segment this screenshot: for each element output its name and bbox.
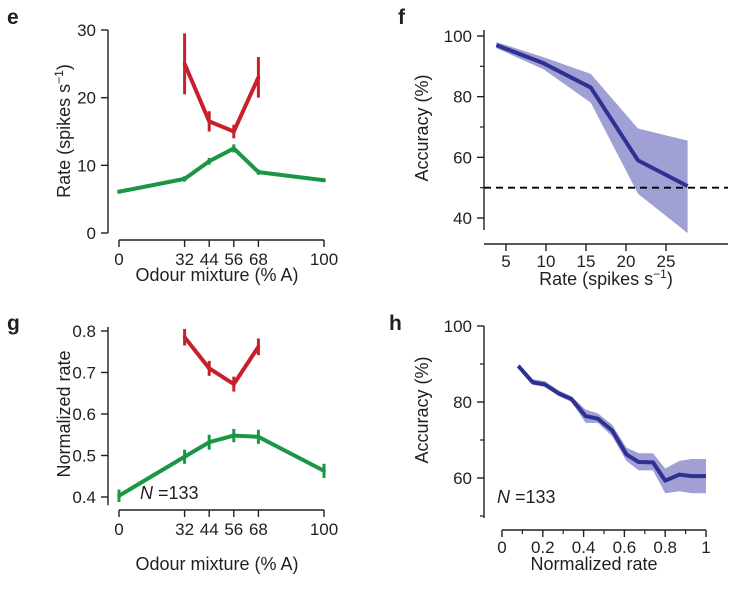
- x-tick-label: 32: [175, 250, 194, 269]
- y-tick-label: 60: [453, 148, 472, 167]
- x-tick-label: 0: [497, 538, 506, 557]
- panel-h-chart: 60 80 100 0 0.2 0.4 0.6 0.8 1 Normalized rate Accu…: [412, 317, 711, 574]
- x-tick-label: 44: [200, 250, 219, 269]
- data-point: [117, 189, 121, 194]
- x-tick-label: 1: [701, 538, 710, 557]
- y-tick-label: 30: [77, 21, 96, 40]
- x-tick-label: 0: [114, 520, 123, 539]
- x-axis-label: Odour mixture (% A): [135, 265, 298, 285]
- x-tick-label: 15: [577, 252, 596, 271]
- x-tick-label: 20: [617, 252, 636, 271]
- data-point: [207, 119, 211, 124]
- y-tick-label: 20: [77, 89, 96, 108]
- x-tick-label: 68: [249, 520, 268, 539]
- x-tick-label: 0.4: [572, 538, 596, 557]
- y-tick-label: 0.8: [72, 322, 96, 341]
- series-line-0: [182, 63, 261, 134]
- y-tick-label: 100: [444, 317, 472, 336]
- data-point: [207, 366, 211, 371]
- y-tick-label: 100: [444, 27, 472, 46]
- y-axis-label: Normalized rate: [54, 350, 74, 477]
- n-annotation: N =133: [140, 483, 199, 503]
- data-point: [232, 382, 236, 386]
- x-tick-label: 100: [310, 250, 338, 269]
- panel-letter-f: f: [398, 6, 406, 29]
- y-tick-label: 60: [453, 469, 472, 488]
- x-tick-label: 0.6: [613, 538, 637, 557]
- data-point: [207, 159, 211, 164]
- data-point: [256, 344, 261, 349]
- data-point: [232, 146, 236, 151]
- x-axis-label: Normalized rate: [530, 554, 657, 574]
- panel-letter-e: e: [7, 6, 19, 29]
- x-axis-label: Odour mixture (% A): [135, 554, 298, 574]
- data-point: [182, 177, 187, 181]
- data-point: [182, 62, 187, 66]
- x-tick-label: 32: [175, 520, 194, 539]
- y-tick-label: 80: [453, 393, 472, 412]
- x-tick-label: 44: [200, 520, 219, 539]
- mean-line: [495, 43, 689, 188]
- y-tick-label: 0: [87, 224, 96, 243]
- y-tick-label: 0.4: [72, 488, 96, 507]
- data-point: [232, 129, 236, 134]
- data-point: [232, 433, 236, 438]
- series-line-0: [183, 335, 261, 387]
- data-point: [182, 454, 187, 459]
- panel-letter-g: g: [7, 312, 20, 335]
- x-tick-label: 0: [114, 250, 123, 269]
- mean-line: [516, 364, 706, 483]
- data-point: [322, 469, 326, 473]
- panel-letter-h: h: [389, 312, 402, 335]
- series-line-1: [118, 146, 325, 194]
- y-tick-label: 10: [77, 156, 96, 175]
- x-tick-label: 56: [224, 520, 243, 539]
- n-annotation: N =133: [497, 487, 556, 507]
- series-line-1: [117, 433, 325, 498]
- x-tick-label: 0.8: [653, 538, 677, 557]
- y-tick-label: 40: [453, 209, 472, 228]
- y-axis-label: Accuracy (%): [412, 356, 432, 463]
- x-tick-label: 5: [501, 252, 510, 271]
- y-axis-label: Rate (spikes s−1): [52, 64, 74, 198]
- data-point: [256, 435, 261, 439]
- data-point: [256, 75, 261, 80]
- y-tick-label: 0.7: [72, 364, 96, 383]
- data-point: [117, 493, 121, 498]
- data-point: [322, 178, 326, 183]
- data-point: [256, 170, 261, 174]
- y-tick-label: 0.5: [72, 447, 96, 466]
- panel-e-chart: 0 10 20 30 0 32 44 56 68 100 Odour mixture (% A) Ra…: [52, 21, 338, 285]
- data-point: [207, 440, 211, 445]
- y-axis-label: Accuracy (%): [412, 74, 432, 181]
- x-tick-label: 100: [310, 520, 338, 539]
- x-tick-label: 56: [224, 250, 243, 269]
- x-tick-label: 25: [657, 252, 676, 271]
- y-tick-label: 80: [453, 88, 472, 107]
- x-tick-label: 0.2: [531, 538, 555, 557]
- data-point: [182, 335, 187, 340]
- x-axis-label: Rate (spikes s−1): [539, 267, 673, 289]
- y-tick-label: 0.6: [72, 405, 96, 424]
- x-tick-label: 10: [537, 252, 556, 271]
- panel-g-chart: 0.4 0.5 0.6 0.7 0.8 0 32 44 56 68 100 Odour mixture…: [54, 322, 338, 574]
- confidence-band: [496, 42, 688, 234]
- x-tick-label: 68: [249, 250, 268, 269]
